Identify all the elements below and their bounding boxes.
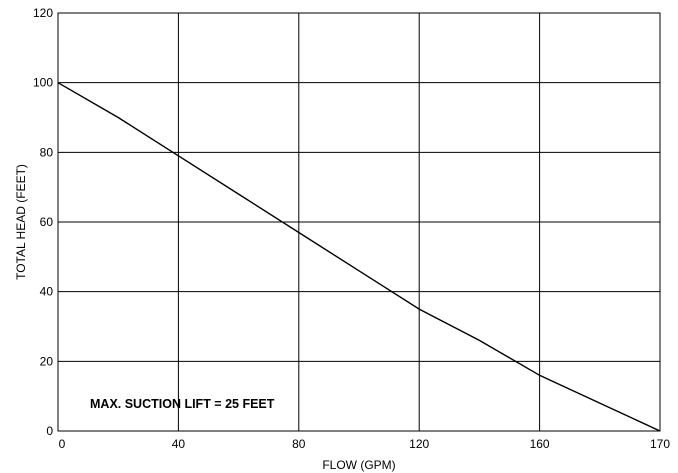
x-tick-label: 40 (172, 437, 186, 451)
y-tick-label: 20 (40, 354, 54, 368)
y-tick-label: 80 (40, 145, 54, 159)
x-tick-label: 120 (409, 437, 429, 451)
y-tick-label: 120 (33, 6, 53, 20)
grid-lines (58, 13, 660, 431)
x-tick-label: 0 (59, 437, 66, 451)
x-axis-title: FLOW (GPM) (322, 458, 395, 472)
y-tick-label: 60 (40, 215, 54, 229)
x-tick-label: 170 (650, 437, 670, 451)
annotation-text: MAX. SUCTION LIFT = 25 FEET (90, 397, 275, 411)
series-line (57, 82, 661, 432)
y-tick-label: 100 (33, 76, 53, 90)
x-tick-label: 80 (292, 437, 306, 451)
y-axis-title: TOTAL HEAD (FEET) (14, 164, 28, 280)
plot-frame (57, 12, 661, 432)
y-tick-label: 40 (40, 285, 54, 299)
y-tick-labels: 0 20 40 60 80 100 120 (33, 6, 53, 438)
y-tick-label: 0 (46, 424, 53, 438)
x-tick-labels: 0 40 80 120 160 170 (59, 437, 671, 451)
x-tick-label: 160 (530, 437, 550, 451)
